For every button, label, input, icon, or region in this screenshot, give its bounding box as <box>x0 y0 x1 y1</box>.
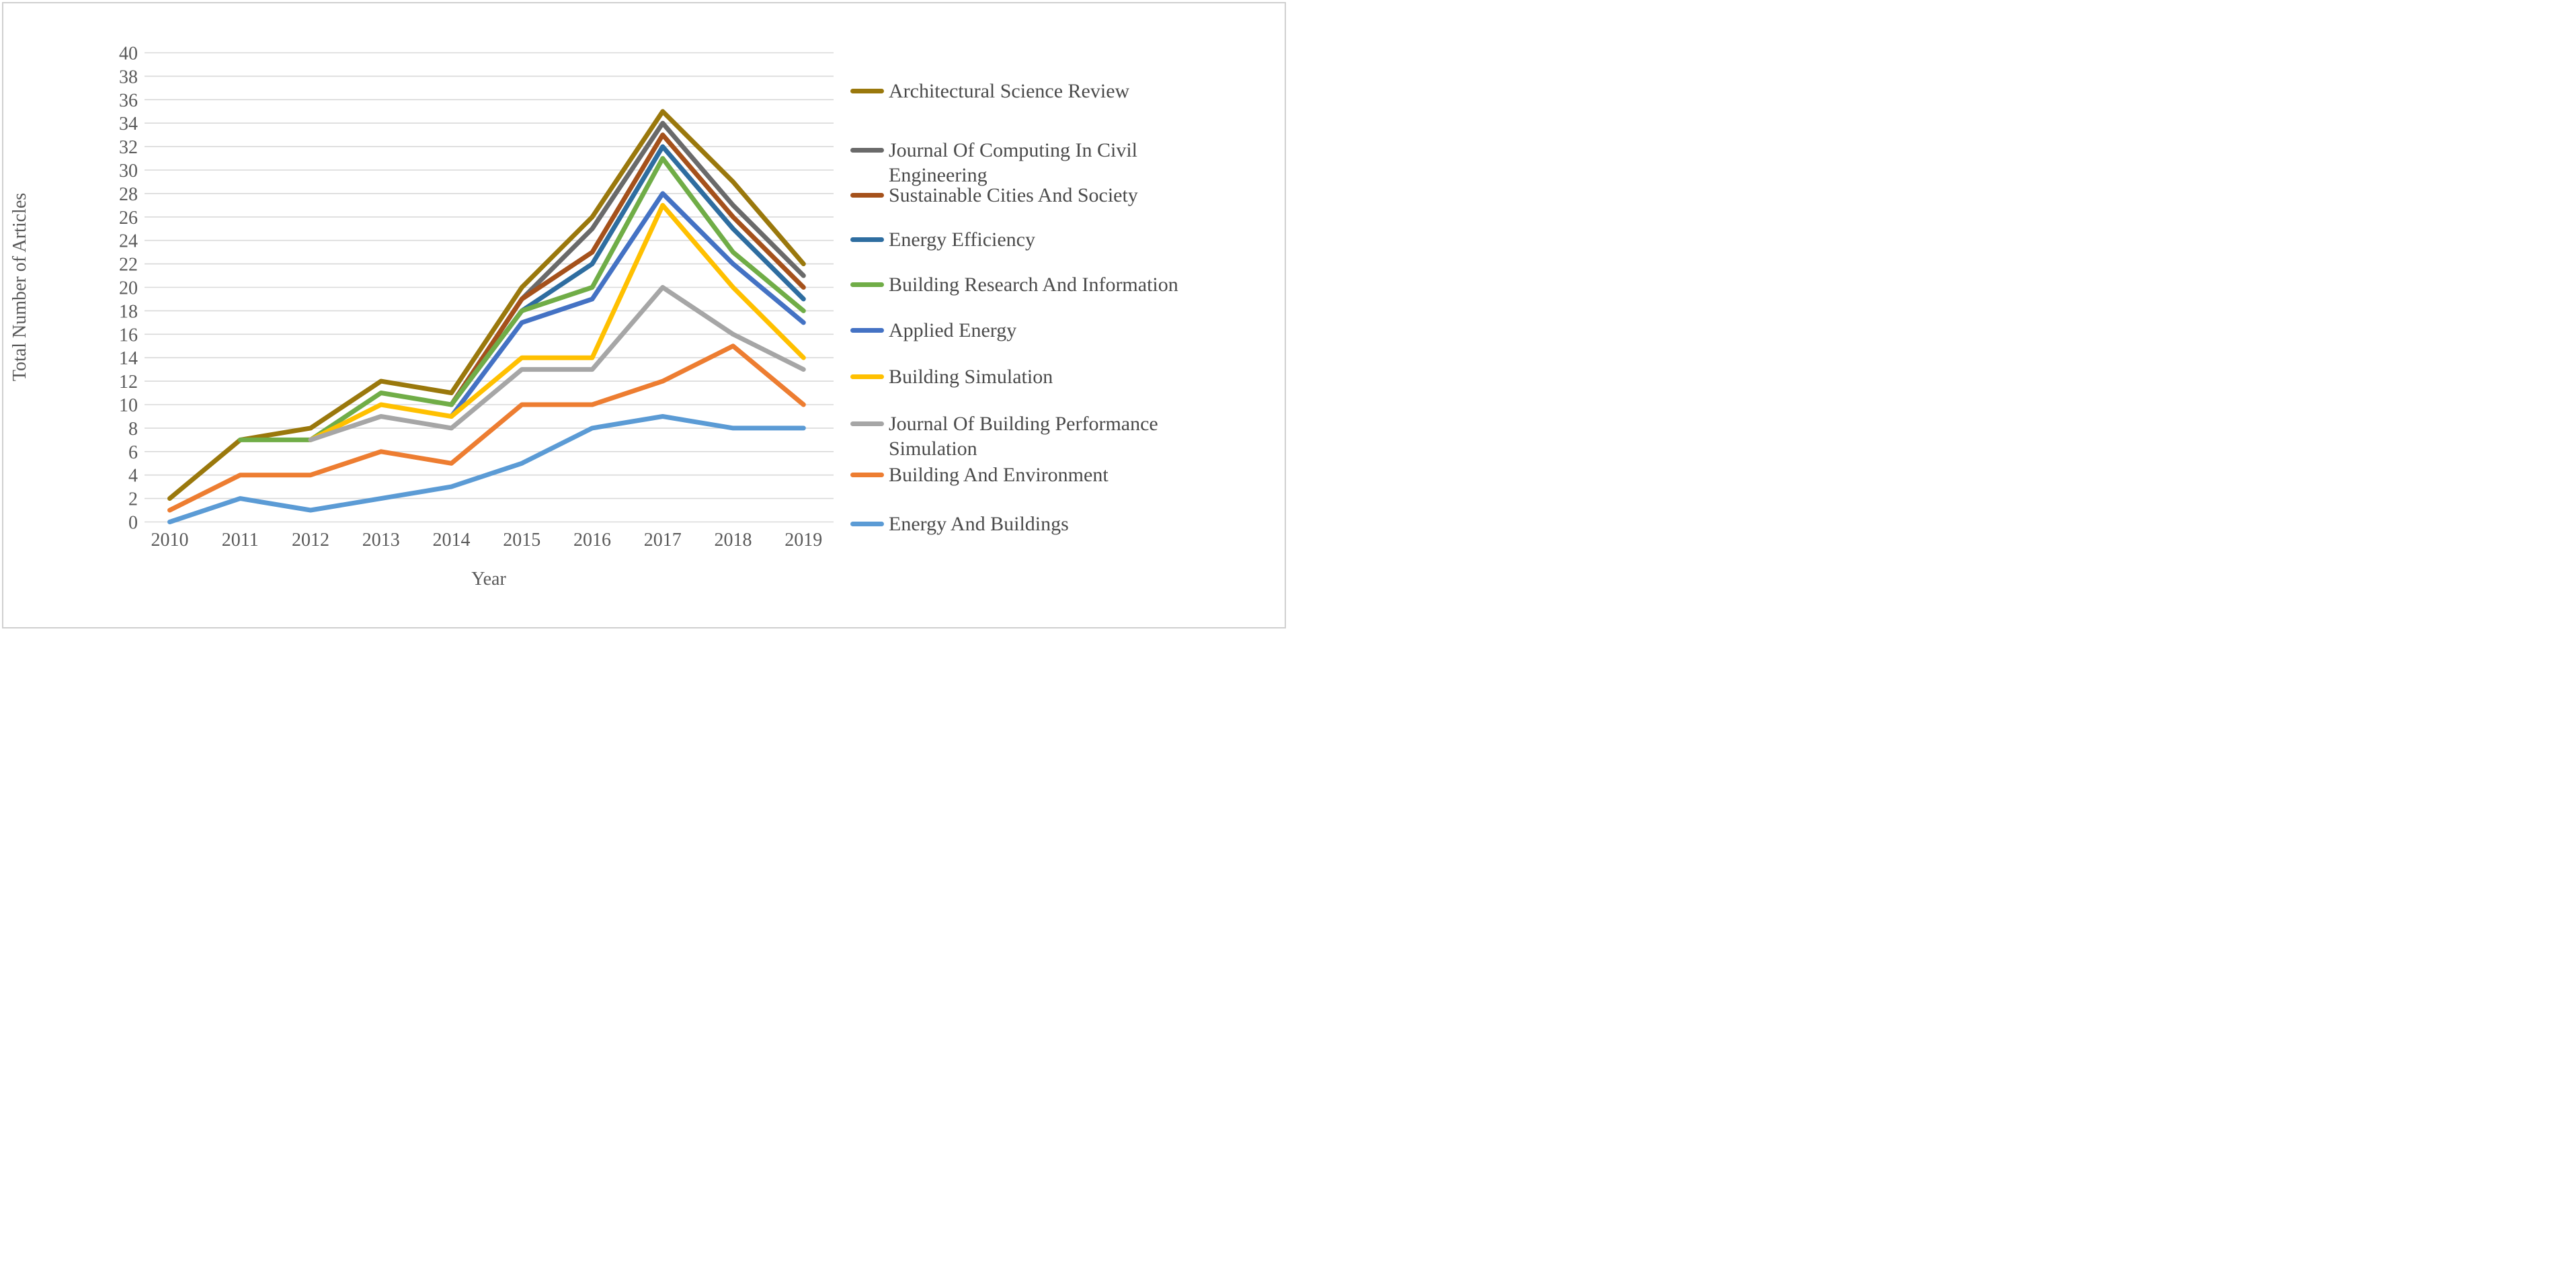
legend-label: Energy Efficiency <box>889 228 1035 251</box>
y-tick-label: 12 <box>119 372 138 393</box>
legend-label: Applied Energy <box>889 319 1017 341</box>
y-tick-label: 16 <box>119 325 138 345</box>
series-line-journal-of-building-performance-simulation <box>308 285 806 442</box>
line-swatch-icon <box>850 147 884 153</box>
series-line-applied-energy <box>449 191 806 419</box>
legend-item-sustainable-cities-and-society: Sustainable Cities And Society <box>850 183 1238 208</box>
legend-label: Building And Environment <box>889 463 1109 486</box>
line-swatch-icon <box>850 521 884 526</box>
x-tick-label: 2010 <box>151 530 189 551</box>
y-tick-label: 0 <box>128 513 138 534</box>
y-tick-label: 20 <box>119 278 138 299</box>
y-tick-label: 14 <box>119 348 138 369</box>
line-swatch-icon <box>850 192 884 198</box>
x-tick-label: 2018 <box>715 530 752 551</box>
x-tick-label: 2019 <box>784 530 822 551</box>
legend-label: Journal Of Building Performance Simulati… <box>889 412 1158 460</box>
y-tick-label: 36 <box>119 90 138 111</box>
x-tick-label: 2011 <box>222 530 259 551</box>
y-tick-label: 8 <box>128 419 138 440</box>
y-tick-label: 34 <box>119 114 138 134</box>
legend-label: Energy And Buildings <box>889 512 1069 535</box>
x-tick-label: 2014 <box>433 530 471 551</box>
legend-item-architectural-science-review: Architectural Science Review <box>850 79 1238 104</box>
line-swatch-icon <box>850 374 884 379</box>
legend-item-journal-of-building-performance-simulation: Journal Of Building Performance Simulati… <box>850 411 1238 461</box>
y-tick-label: 38 <box>119 67 138 87</box>
y-tick-label: 4 <box>128 466 138 487</box>
legend-item-energy-and-buildings: Energy And Buildings <box>850 512 1238 536</box>
y-tick-label: 40 <box>119 44 138 65</box>
series-line-architectural-science-review <box>167 109 806 501</box>
series-line-building-and-environment <box>167 343 806 513</box>
legend-item-building-and-environment: Building And Environment <box>850 462 1238 487</box>
x-axis-title: Year <box>471 569 506 589</box>
legend-item-building-research-and-information: Building Research And Information <box>850 272 1238 297</box>
series-line-building-research-and-information <box>237 156 806 442</box>
y-tick-label: 32 <box>119 137 138 158</box>
line-swatch-icon <box>850 421 884 426</box>
y-tick-label: 24 <box>119 231 138 252</box>
x-axis-tick-labels: 2010 2011 2012 2013 2014 2015 2016 2017 2018 2019 <box>151 530 823 551</box>
chart-page: 0 2 4 6 8 10 12 14 16 18 20 22 24 26 28 30 32 34 36 38 40 201… <box>0 0 1288 630</box>
legend-label: Building Research And Information <box>889 273 1178 296</box>
legend-label: Journal Of Computing In Civil Engineerin… <box>889 138 1137 186</box>
y-tick-label: 18 <box>119 301 138 322</box>
y-tick-label: 10 <box>119 395 138 416</box>
series-line-sustainable-cities-and-society <box>449 132 806 407</box>
line-swatch-icon <box>850 282 884 287</box>
x-tick-label: 2013 <box>362 530 400 551</box>
y-tick-label: 26 <box>119 208 138 229</box>
x-tick-label: 2015 <box>503 530 540 551</box>
line-swatch-icon <box>850 88 884 93</box>
legend-label: Architectural Science Review <box>889 79 1130 102</box>
y-tick-label: 2 <box>128 489 138 510</box>
y-tick-label: 6 <box>128 442 138 463</box>
series-line-energy-and-buildings <box>167 414 806 524</box>
gridlines <box>145 52 834 523</box>
legend-item-building-simulation: Building Simulation <box>850 364 1238 389</box>
line-swatch-icon <box>850 237 884 242</box>
chart-legend: Architectural Science Review Journal Of C… <box>850 0 1267 630</box>
series-line-building-simulation <box>308 202 806 442</box>
y-axis-title: Total Number of Articles <box>9 192 30 382</box>
y-tick-label: 30 <box>119 161 138 181</box>
legend-item-journal-of-computing-in-civil-engineering: Journal Of Computing In Civil Engineerin… <box>850 138 1238 188</box>
y-tick-label: 28 <box>119 184 138 205</box>
legend-item-applied-energy: Applied Energy <box>850 318 1238 343</box>
line-chart-plot: 0246810121416182022242628303234363840201… <box>119 44 834 551</box>
line-swatch-icon <box>850 327 884 333</box>
legend-item-energy-efficiency: Energy Efficiency <box>850 227 1238 252</box>
legend-label: Sustainable Cities And Society <box>889 184 1138 206</box>
line-swatch-icon <box>850 472 884 477</box>
x-tick-label: 2017 <box>644 530 682 551</box>
x-tick-label: 2012 <box>292 530 329 551</box>
y-tick-label: 22 <box>119 255 138 276</box>
x-tick-label: 2016 <box>573 530 611 551</box>
legend-label: Building Simulation <box>889 365 1053 388</box>
